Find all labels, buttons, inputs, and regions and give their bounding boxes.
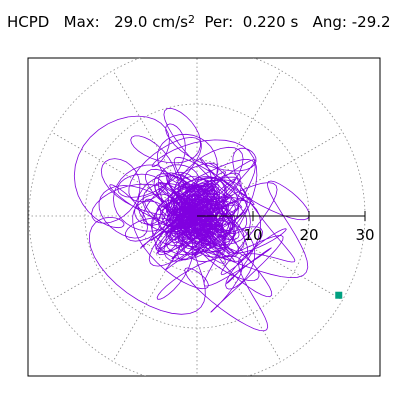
- trace-path: [73, 107, 310, 332]
- motion-trace: [73, 107, 343, 332]
- station-code: HCPD: [7, 13, 50, 31]
- max-point-marker: [335, 291, 343, 299]
- tick-label-30: 30: [355, 226, 374, 244]
- angle-label: Ang:: [312, 13, 347, 31]
- max-label: Max:: [63, 13, 100, 31]
- angle-value: -29.2: [351, 13, 391, 31]
- max-unit-exponent: 2: [187, 13, 195, 26]
- plot-frame: [27, 57, 381, 377]
- chart-header: HCPD Max: 29.0 cm/s2 Per: 0.220 s Ang: -…: [7, 13, 391, 31]
- tick-label-20: 20: [299, 226, 318, 244]
- period-value: 0.220 s: [242, 13, 299, 31]
- max-value: 29.0: [114, 13, 148, 31]
- max-unit: cm/s: [152, 13, 188, 31]
- tick-label-10: 10: [243, 226, 262, 244]
- radial-axis: 10 20 30: [197, 211, 375, 244]
- period-label: Per:: [204, 13, 234, 31]
